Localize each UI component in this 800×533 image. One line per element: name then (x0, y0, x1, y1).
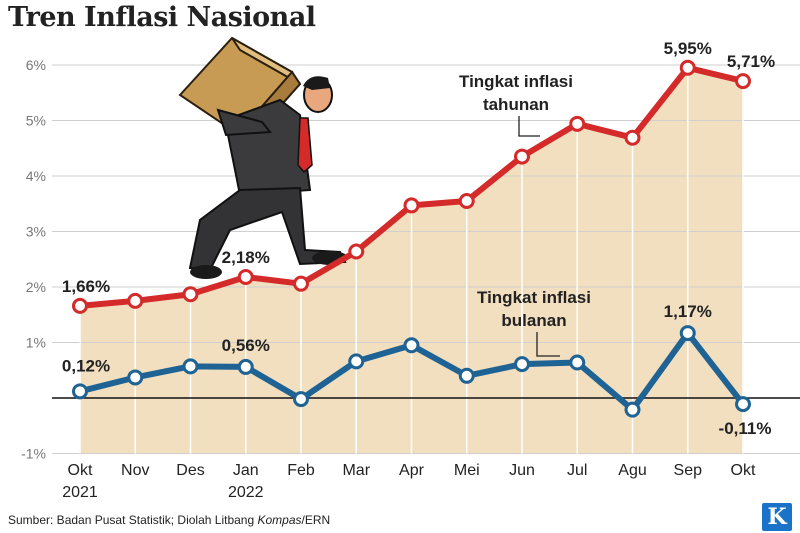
x-tick-label: Jun (509, 462, 535, 479)
annual-data-point (182, 286, 199, 303)
monthly-series-name: bulanan (501, 311, 566, 330)
monthly-data-point (237, 358, 254, 375)
source-note: Sumber: Badan Pusat Statistik; Diolah Li… (8, 513, 331, 527)
monthly-data-point (403, 337, 420, 354)
annual-data-label: 5,95% (664, 39, 712, 58)
x-tick-label: Agu (618, 462, 646, 479)
x-tick-label: Feb (287, 462, 315, 479)
monthly-leader-line (536, 332, 560, 357)
data-labels-layer: 1,66% 2,18% 5,95% 5,71% 0,12% 0,56% 1,17% -0,11… (62, 39, 775, 438)
monthly-data-label: 0,12% (62, 356, 110, 375)
x-year-label: 2021 (62, 484, 98, 501)
y-tick-label: 1% (26, 335, 46, 351)
x-tick-label: Sep (674, 462, 703, 479)
y-tick-label: 6% (26, 57, 46, 73)
annual-data-point (458, 192, 475, 209)
monthly-data-label: -0,11% (719, 419, 772, 438)
chart-title: Tren Inflasi Nasional (8, 2, 316, 33)
monthly-series-name: Tingkat inflasi (477, 288, 591, 307)
annual-leader-line (518, 116, 540, 137)
annual-data-point (514, 148, 530, 165)
x-tick-label: Okt (731, 462, 756, 479)
y-tick-label: 3% (26, 224, 46, 240)
x-tick-label: Okt (68, 462, 93, 479)
x-tick-label: Mar (342, 462, 370, 479)
y-tick-layer: 6% 5% 4% 3% 2% 1% -1% (21, 57, 46, 462)
monthly-data-point (72, 383, 88, 400)
annual-series-name: Tingkat inflasi (459, 72, 573, 91)
monthly-data-point (182, 358, 199, 375)
annual-data-label: 1,66% (62, 277, 110, 296)
monthly-data-point (679, 325, 696, 342)
y-tick-label: 5% (26, 113, 46, 129)
annual-data-point (735, 73, 751, 90)
annual-data-point (569, 115, 586, 132)
y-tick-label: 2% (26, 279, 46, 295)
x-tick-label: Des (176, 462, 204, 479)
y-tick-label: -1% (21, 446, 46, 462)
monthly-data-point (127, 369, 144, 386)
monthly-data-point (735, 396, 751, 413)
x-tick-label: Nov (121, 462, 149, 479)
annual-data-point (348, 243, 365, 260)
annual-data-point (679, 59, 696, 76)
series-annotations: Tingkat inflasi tahunan Tingkat inflasi bul… (459, 72, 591, 357)
annual-data-point (293, 275, 309, 292)
annual-data-point (237, 269, 254, 286)
monthly-data-point (458, 367, 475, 384)
annual-data-point (403, 197, 420, 214)
y-tick-label: 4% (26, 168, 46, 184)
x-axis-labels: Okt Nov Des Jan Feb Mar Apr Mei Jun Jul Agu Sep Okt 2… (62, 462, 756, 501)
monthly-data-label: 0,56% (222, 336, 270, 355)
x-tick-label: Jul (567, 462, 587, 479)
monthly-data-point (514, 356, 530, 373)
man-illustration (188, 76, 348, 279)
monthly-data-point (569, 354, 586, 371)
annual-data-point (127, 292, 144, 309)
monthly-data-point (624, 401, 641, 418)
monthly-data-point (293, 391, 309, 408)
monthly-data-point (348, 353, 365, 370)
x-tick-label: Jan (233, 462, 259, 479)
series-points-layer (72, 59, 751, 418)
annual-data-label: 5,71% (727, 52, 775, 71)
x-tick-label: Mei (454, 462, 480, 479)
x-year-label: 2022 (228, 484, 264, 501)
grid-layer (52, 64, 800, 454)
annual-data-label: 2,18% (222, 248, 270, 267)
annual-series-name: tahunan (483, 95, 549, 114)
annual-data-point (72, 297, 88, 314)
annual-data-point (624, 129, 641, 146)
businessman-illustration (178, 36, 348, 279)
monthly-data-label: 1,17% (664, 302, 712, 321)
x-tick-label: Apr (399, 462, 425, 479)
kompas-logo: K (762, 503, 792, 531)
